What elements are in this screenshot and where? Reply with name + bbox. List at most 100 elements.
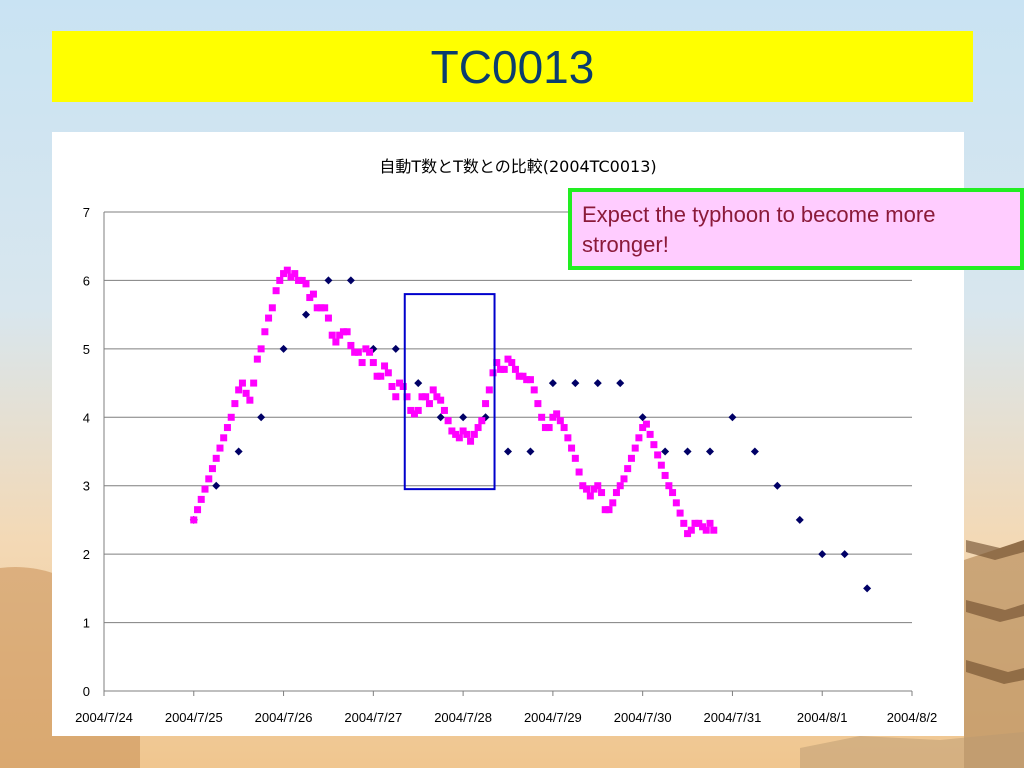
data-point-square [227, 413, 235, 421]
data-point-square [470, 430, 478, 438]
data-point-square [519, 372, 527, 380]
data-point-square [399, 382, 407, 390]
data-point-square [242, 389, 250, 397]
data-point-square [366, 348, 374, 356]
callout-text: Expect the typhoon to become more strong… [582, 202, 936, 257]
data-point-square [631, 444, 639, 452]
data-point-square [680, 519, 688, 527]
x-tick-label: 2004/7/29 [524, 710, 582, 725]
chart-title: 自動T数とT数との比較(2004TC0013) [379, 157, 656, 176]
data-point-square [511, 365, 519, 373]
data-point-square [358, 359, 366, 367]
data-point-square [201, 485, 209, 493]
data-point-square [691, 519, 699, 527]
data-point-square [205, 475, 213, 483]
data-point-square [328, 331, 336, 339]
data-point-square [684, 530, 692, 538]
data-point-square [672, 499, 680, 507]
data-point-square [223, 424, 231, 432]
data-point-square [381, 362, 389, 370]
data-point-square [474, 424, 482, 432]
data-point-square [635, 434, 643, 442]
data-point-square [485, 386, 493, 394]
data-point-square [601, 506, 609, 514]
data-point-square [646, 430, 654, 438]
data-point-square [590, 485, 598, 493]
data-point-square [261, 328, 269, 336]
data-point-square [403, 393, 411, 401]
data-point-square [594, 482, 602, 490]
data-point-square [467, 437, 475, 445]
data-point-diamond [279, 344, 288, 353]
data-point-diamond [257, 413, 266, 422]
data-point-square [422, 393, 430, 401]
data-point-square [388, 382, 396, 390]
data-point-square [295, 276, 303, 284]
data-point-square [212, 454, 220, 462]
data-point-square [482, 400, 490, 408]
data-point-square [336, 331, 344, 339]
data-point-square [377, 372, 385, 380]
data-point-diamond [706, 447, 714, 456]
data-point-square [351, 348, 359, 356]
data-point-square [418, 393, 426, 401]
data-point-square [508, 359, 516, 367]
data-point-square [373, 372, 381, 380]
x-tick-label: 2004/8/1 [797, 710, 848, 725]
data-point-diamond [795, 515, 804, 524]
data-point-square [598, 489, 606, 497]
data-point-diamond [616, 379, 625, 388]
x-tick-label: 2004/8/2 [887, 710, 938, 725]
data-point-diamond [773, 481, 782, 490]
data-point-square [231, 400, 239, 408]
data-point-square [676, 509, 684, 517]
data-point-square [687, 526, 695, 534]
data-point-diamond [548, 379, 557, 388]
x-tick-label: 2004/7/24 [75, 710, 133, 725]
data-point-diamond [459, 413, 468, 422]
data-point-square [396, 379, 404, 387]
data-point-square [407, 406, 415, 414]
data-point-square [272, 287, 280, 295]
data-point-square [497, 365, 505, 373]
data-point-square [657, 461, 665, 469]
data-point-diamond [661, 447, 670, 456]
data-point-square [710, 526, 718, 534]
slide-title: TC0013 [430, 40, 595, 93]
data-point-square [706, 519, 714, 527]
y-tick-label: 2 [83, 547, 90, 562]
data-point-square [257, 345, 265, 353]
data-point-square [291, 270, 299, 278]
data-point-square [313, 304, 321, 312]
data-point-square [650, 441, 658, 449]
data-point-square [530, 386, 538, 394]
data-point-square [642, 420, 650, 428]
data-point-square [235, 386, 243, 394]
data-point-diamond [863, 584, 872, 593]
data-point-diamond [840, 550, 849, 559]
data-point-diamond [234, 447, 243, 456]
data-point-square [526, 376, 534, 384]
data-point-square [661, 471, 669, 479]
x-tick-label: 2004/7/31 [704, 710, 762, 725]
data-point-square [440, 406, 448, 414]
data-point-square [665, 482, 673, 490]
data-point-square [298, 276, 306, 284]
x-tick-label: 2004/7/26 [255, 710, 313, 725]
data-point-square [238, 379, 246, 387]
data-point-square [627, 454, 635, 462]
data-point-diamond [391, 344, 400, 353]
x-tick-label: 2004/7/27 [344, 710, 402, 725]
y-tick-label: 1 [83, 616, 90, 631]
x-tick-label: 2004/7/25 [165, 710, 223, 725]
x-tick-label: 2004/7/28 [434, 710, 492, 725]
data-point-square [695, 519, 703, 527]
data-point-square [216, 444, 224, 452]
data-point-diamond [504, 447, 512, 456]
data-point-diamond [638, 413, 647, 422]
data-point-square [571, 454, 579, 462]
y-tick-label: 7 [83, 205, 90, 220]
data-point-square [534, 400, 542, 408]
data-point-diamond [728, 413, 737, 422]
data-point-square [448, 427, 456, 435]
